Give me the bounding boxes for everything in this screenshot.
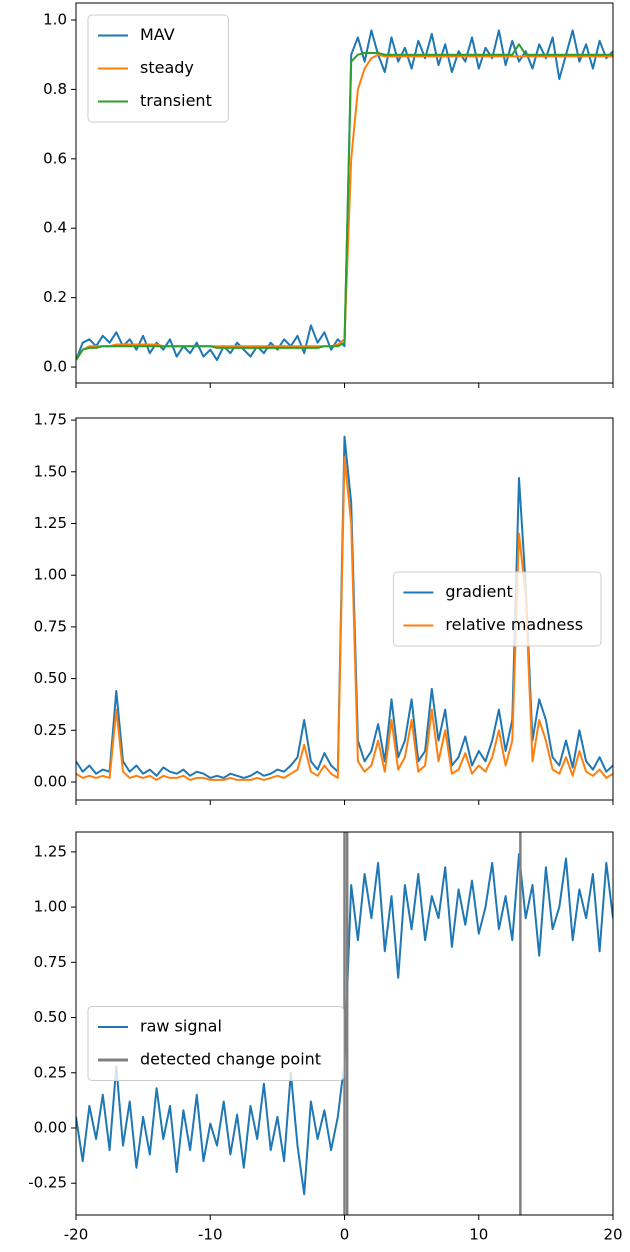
legend: MAV steady transient: [87, 14, 229, 123]
y-tick-label: 1.00: [34, 898, 67, 916]
plot-area: [76, 29, 613, 362]
y-tick-label: 0.00: [34, 1118, 67, 1136]
legend-label: detected change point: [140, 1050, 321, 1069]
legend-label: relative madness: [445, 615, 583, 634]
subplot: -0.25 0.00 0.25 0.50 0.75 1.00 1.25 -20 -10 0 10 20…: [28, 831, 623, 1244]
y-tick-label: 0.75: [34, 953, 67, 971]
x-tick-label: -10: [198, 1226, 223, 1244]
line-series: [76, 43, 613, 361]
legend-label: MAV: [140, 25, 175, 44]
axes-frame: [75, 417, 614, 801]
y-tick-label: 1.25: [34, 514, 67, 532]
legend-label: transient: [140, 91, 212, 110]
legend: raw signal detected change point: [87, 1006, 345, 1081]
y-tick-label: 0.6: [43, 149, 67, 167]
y-tick-label: 1.75: [34, 411, 67, 429]
y-tick-label: 0.00: [34, 773, 67, 791]
y-tick-label: 0.50: [34, 669, 67, 687]
plot-area: [76, 832, 613, 1215]
y-tick-label: 0.50: [34, 1008, 67, 1026]
legend-label: raw signal: [140, 1017, 222, 1036]
axes-frame: [75, 831, 614, 1216]
x-tick-label: 10: [469, 1226, 488, 1244]
legend: gradient relative madness: [392, 571, 602, 647]
axes-frame: [75, 2, 614, 384]
subplot: 0.00 0.25 0.50 0.75 1.00 1.25 1.50 1.75 gradient…: [34, 411, 614, 805]
legend-label: gradient: [445, 582, 512, 601]
y-tick-label: 1.50: [34, 462, 67, 480]
y-tick-label: 0.75: [34, 617, 67, 635]
legend-box: [392, 571, 602, 647]
legend-box: [87, 14, 229, 123]
y-tick-label: -0.25: [28, 1174, 67, 1192]
y-tick-label: 0.25: [34, 721, 67, 739]
x-tick-label: -20: [64, 1226, 89, 1244]
x-tick-label: 20: [603, 1226, 622, 1244]
x-tick-label: 0: [340, 1226, 350, 1244]
y-tick-label: 0.25: [34, 1063, 67, 1081]
y-tick-label: 1.00: [34, 566, 67, 584]
y-tick-label: 0.0: [43, 358, 67, 376]
y-tick-label: 1.25: [34, 842, 67, 860]
legend-label: steady: [140, 58, 194, 77]
y-tick-label: 0.2: [43, 288, 67, 306]
y-tick-label: 0.4: [43, 219, 67, 237]
line-series: [76, 435, 613, 779]
y-tick-label: 0.8: [43, 80, 67, 98]
subplot: 0.0 0.2 0.4 0.6 0.8 1.0 MAV steady transient: [43, 2, 614, 388]
y-tick-label: 1.0: [43, 11, 67, 29]
legend-box: [87, 1006, 345, 1081]
